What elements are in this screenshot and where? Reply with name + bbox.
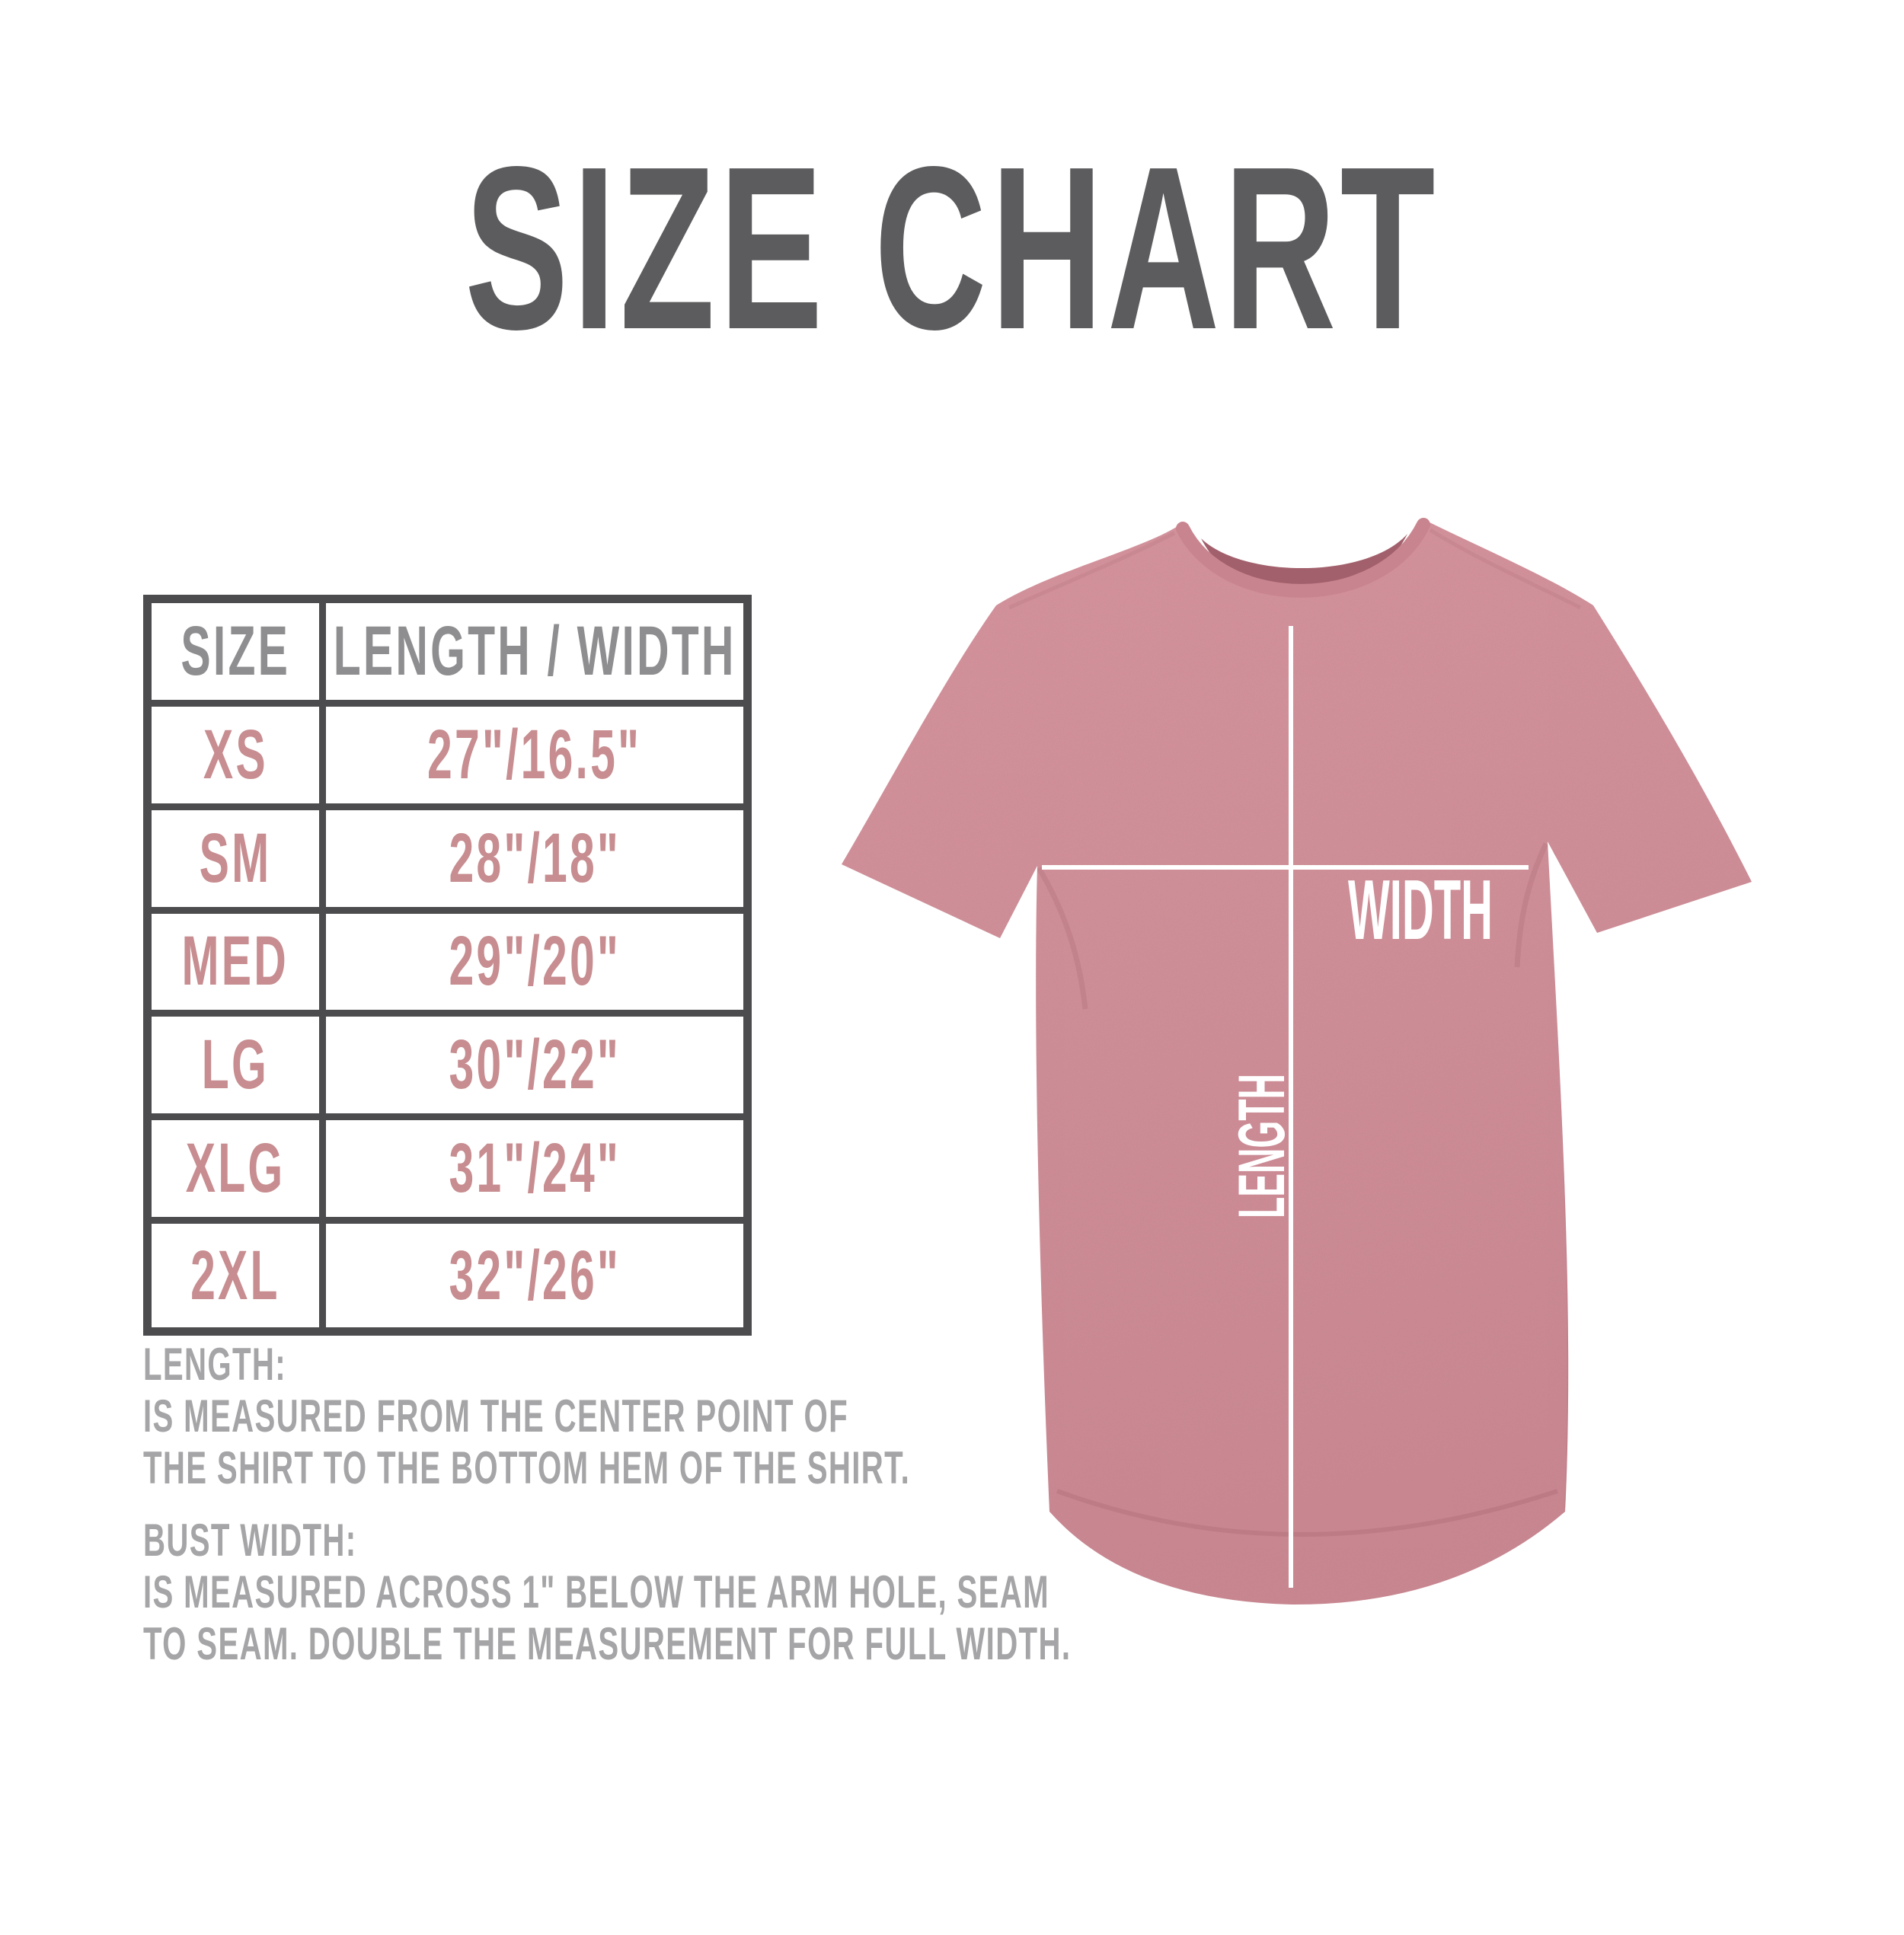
table-row-xs-size: XS [152, 706, 326, 810]
collar-band [1176, 518, 1430, 598]
width-label: WIDTH [1348, 863, 1493, 957]
table-row-med-size: MED [152, 913, 326, 1017]
table-row-sm-value: 28"/18" [326, 810, 743, 914]
bust-note-line1: IS MEASURED ACROSS 1" BELOW THE ARM HOLE… [143, 1566, 1049, 1617]
table-row-lg-size: LG [152, 1017, 326, 1121]
length-note-heading: LENGTH: [143, 1339, 287, 1390]
table-row-xs-value: 27"/16.5" [326, 707, 743, 810]
length-label: LENGTH [1225, 1074, 1299, 1218]
length-note-line1: IS MEASURED FROM THE CENTER POINT OF [143, 1391, 848, 1442]
table-row-xlg-value: 31"/24" [326, 1120, 743, 1225]
length-note: LENGTH: IS MEASURED FROM THE CENTER POIN… [143, 1339, 960, 1494]
table-row-2xl-size: 2XL [152, 1224, 326, 1327]
right-shoulder-seam [1429, 528, 1582, 610]
left-armpit-fold [1036, 867, 1088, 1010]
tshirt-measurement-diagram: WIDTH LENGTH [842, 518, 1752, 1605]
size-table: SIZE LENGTH / WIDTH XS 27"/16.5" SM 28"/… [143, 595, 752, 1336]
page-title: SIZE CHART [0, 132, 1904, 364]
left-shoulder-seam [1008, 531, 1176, 610]
bust-note-line2: TO SEAM. DOUBLE THE MEASUREMENT FOR FULL… [143, 1618, 1072, 1669]
table-row-xlg-size: XLG [152, 1120, 326, 1225]
bust-note-heading: BUST WIDTH: [143, 1515, 357, 1566]
measurement-notes: LENGTH: IS MEASURED FROM THE CENTER POIN… [143, 1339, 1072, 1670]
page-title-text: SIZE CHART [465, 118, 1439, 378]
table-row-sm-size: SM [152, 809, 326, 914]
length-note-line2: THE SHIRT TO THE BOTTOM HEM OF THE SHIRT… [143, 1442, 911, 1493]
size-table-header-size: SIZE [152, 603, 326, 707]
heather-texture [842, 522, 1752, 1605]
right-armpit-fold [1514, 842, 1549, 968]
tshirt-image [842, 518, 1752, 1605]
table-row-2xl-value: 32"/26" [449, 1236, 621, 1314]
table-row-lg-value: 30"/22" [326, 1017, 743, 1121]
bust-width-note: BUST WIDTH: IS MEASURED ACROSS 1" BELOW … [143, 1515, 1072, 1670]
hem-seam [1056, 1489, 1558, 1537]
size-table-header-measure: LENGTH / WIDTH [326, 603, 743, 707]
table-row-med-value: 29"/20" [326, 914, 743, 1017]
